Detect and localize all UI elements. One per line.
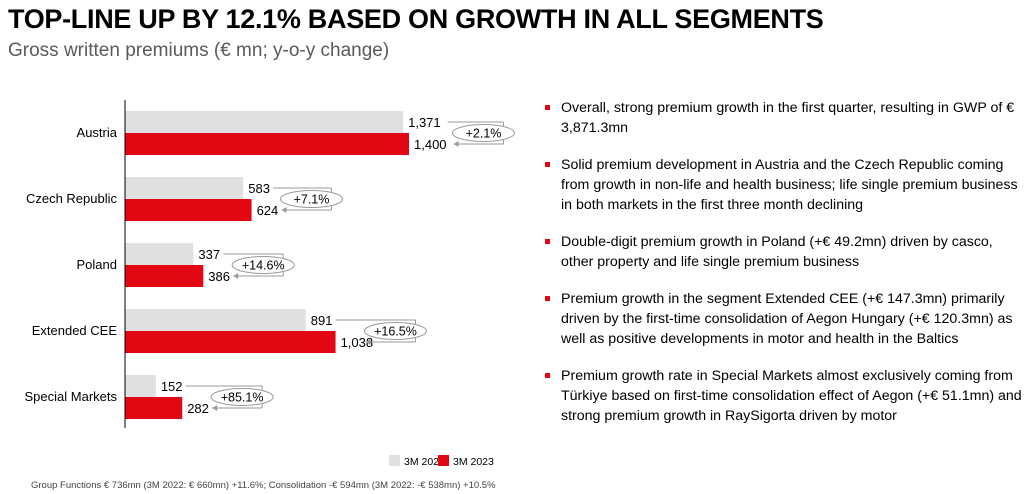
change-label: +7.1% (294, 193, 330, 207)
category-label: Austria (77, 125, 118, 140)
callout-arrowhead (281, 207, 287, 213)
bullet-item: Overall, strong premium growth in the fi… (543, 98, 1023, 138)
value-label-2022: 337 (198, 247, 220, 262)
category-label: Extended CEE (32, 323, 118, 338)
change-label: +85.1% (221, 391, 264, 405)
callout-arrowhead (233, 273, 239, 279)
bar-3m-2022 (125, 243, 194, 265)
callout-arrowhead (453, 141, 459, 147)
category-label: Special Markets (25, 389, 118, 404)
callout-arrowhead (365, 339, 371, 345)
bullet-marker (545, 296, 550, 301)
value-label-2022: 152 (161, 379, 183, 394)
legend-label-2023: 3M 2023 (453, 456, 494, 468)
bar-3m-2022 (125, 309, 306, 331)
value-label-2023: 1,400 (414, 137, 447, 152)
bullet-marker (545, 239, 550, 244)
change-oval (363, 322, 427, 340)
value-label-2023: 386 (208, 269, 230, 284)
bullet-marker (545, 162, 550, 167)
change-label: +2.1% (466, 127, 502, 141)
page-subtitle: Gross written premiums (€ mn; y-o-y chan… (8, 40, 390, 61)
bar-3m-2023 (125, 199, 252, 221)
legend-swatch-2023 (438, 455, 449, 466)
value-label-2022: 1,371 (408, 115, 441, 130)
category-label: Poland (77, 257, 117, 272)
bar-3m-2023 (125, 331, 336, 353)
change-oval (231, 256, 295, 274)
footnote: Group Functions € 736mn (3M 2022: € 660m… (31, 480, 496, 491)
category-label: Czech Republic (26, 191, 118, 206)
value-label-2023: 1,038 (341, 335, 374, 350)
value-label-2023: 624 (257, 203, 279, 218)
bar-3m-2022 (125, 177, 244, 199)
bar-3m-2022 (125, 375, 156, 397)
bullet-marker (545, 105, 550, 110)
bullet-item: Premium growth rate in Special Markets a… (543, 366, 1023, 426)
bullet-item: Double-digit premium growth in Poland (+… (543, 232, 1023, 272)
value-label-2023: 282 (187, 401, 209, 416)
page-title: TOP-LINE UP BY 12.1% BASED ON GROWTH IN … (8, 4, 824, 34)
legend-label-2022: 3M 2022 (404, 456, 445, 468)
change-oval (279, 190, 343, 208)
bullet-list: Overall, strong premium growth in the fi… (543, 98, 1023, 443)
change-oval (452, 124, 515, 142)
value-label-2022: 891 (311, 313, 333, 328)
bar-3m-2023 (125, 265, 204, 287)
callout-arrowhead (212, 405, 218, 411)
bar-3m-2023 (125, 133, 409, 155)
bullet-marker (545, 373, 550, 378)
bullet-item: Premium growth in the segment Extended C… (543, 289, 1023, 349)
change-label: +16.5% (374, 325, 417, 339)
legend-swatch-2022 (389, 455, 400, 466)
bar-3m-2022 (125, 111, 404, 133)
change-label: +14.6% (242, 259, 285, 273)
change-oval (210, 388, 274, 406)
bullet-item: Solid premium development in Austria and… (543, 155, 1023, 215)
bar-chart: Austria 1,371 1,400 +2.1% Czech Republic 583 6… (25, 100, 515, 468)
bar-3m-2023 (125, 397, 183, 419)
value-label-2022: 583 (248, 181, 270, 196)
